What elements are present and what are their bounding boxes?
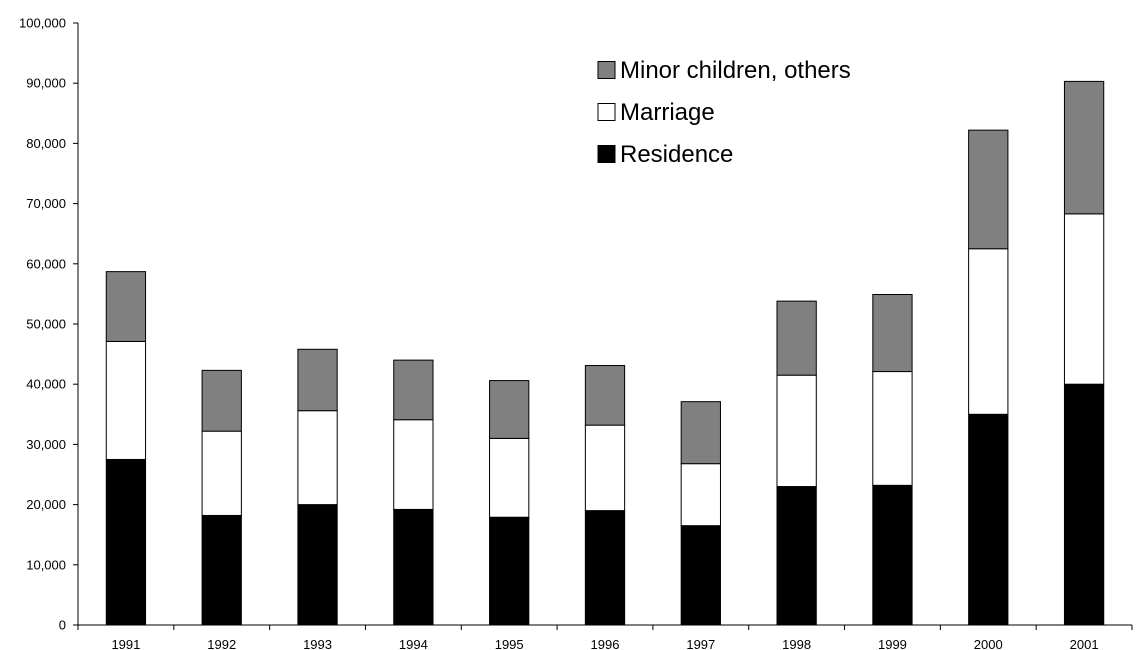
- bar-minor-children-others-1994: [393, 359, 434, 421]
- x-tick-label: 1998: [782, 637, 811, 650]
- bar-residence-1993: [297, 504, 338, 626]
- bar-minor-children-others-1993: [297, 348, 338, 412]
- bar-marriage-1995: [489, 437, 530, 518]
- bar-minor-children-others-1999: [872, 294, 913, 373]
- bar-residence-1996: [584, 510, 626, 626]
- x-tick-label: 2001: [1070, 637, 1099, 650]
- x-tick-label: 1995: [495, 637, 524, 650]
- y-tick-label: 0: [59, 618, 66, 633]
- bar-marriage-2001: [1063, 213, 1105, 385]
- x-tick-label: 1992: [207, 637, 236, 650]
- legend-label: Residence: [620, 141, 733, 168]
- bar-residence-1998: [776, 486, 817, 626]
- bar-marriage-1996: [584, 424, 626, 512]
- bars: [105, 80, 1105, 626]
- bar-residence-1997: [680, 525, 721, 626]
- y-tick-label: 40,000: [26, 377, 66, 392]
- legend-label: Minor children, others: [620, 57, 851, 84]
- legend-swatch: [597, 145, 616, 163]
- x-tick-label: 1993: [303, 637, 332, 650]
- y-tick-label: 70,000: [26, 196, 66, 211]
- bar-minor-children-others-2001: [1063, 80, 1105, 215]
- y-tick-label: 20,000: [26, 497, 66, 512]
- y-tick-label: 30,000: [26, 437, 66, 452]
- bar-residence-1999: [872, 484, 913, 626]
- x-tick-label: 1991: [111, 637, 140, 650]
- y-tick-label: 100,000: [19, 16, 66, 31]
- bar-marriage-1999: [872, 371, 913, 486]
- legend: Minor children, others Marriage Residence: [597, 57, 851, 168]
- y-tick-label: 50,000: [26, 317, 66, 332]
- x-tick-label: 1996: [591, 637, 620, 650]
- bar-minor-children-others-2000: [968, 129, 1009, 250]
- x-tick-label: 1999: [878, 637, 907, 650]
- x-tick-label: 1994: [399, 637, 428, 650]
- bar-residence-1992: [201, 514, 242, 626]
- bar-residence-1994: [393, 508, 434, 626]
- bar-marriage-1993: [297, 410, 338, 506]
- bar-minor-children-others-1992: [201, 369, 242, 432]
- bar-marriage-1997: [680, 463, 721, 527]
- bar-minor-children-others-1998: [776, 300, 817, 376]
- tick-labels: 0 10,000 20,000 30,000 40,000 50,000 60,000 70,…: [19, 16, 1099, 650]
- bar-marriage-1994: [393, 419, 434, 510]
- bar-minor-children-others-1991: [105, 271, 147, 342]
- y-tick-label: 10,000: [26, 557, 66, 572]
- bar-residence-2000: [968, 413, 1009, 626]
- x-tick-label: 2000: [974, 637, 1003, 650]
- bar-residence-1991: [105, 458, 147, 626]
- bar-marriage-1991: [105, 340, 147, 460]
- y-tick-label: 60,000: [26, 256, 66, 271]
- y-tick-label: 90,000: [26, 76, 66, 91]
- bar-minor-children-others-1996: [584, 365, 626, 426]
- bar-marriage-1998: [776, 374, 817, 488]
- bar-minor-children-others-1995: [489, 380, 530, 439]
- bar-residence-2001: [1063, 383, 1105, 626]
- legend-swatch: [597, 61, 616, 79]
- bar-marriage-2000: [968, 248, 1009, 415]
- legend-label: Marriage: [620, 99, 715, 126]
- x-tick-label: 1997: [686, 637, 715, 650]
- bar-minor-children-others-1997: [680, 401, 721, 465]
- y-tick-label: 80,000: [26, 136, 66, 151]
- legend-swatch: [597, 103, 616, 121]
- bar-marriage-1992: [201, 430, 242, 516]
- bar-residence-1995: [489, 516, 530, 626]
